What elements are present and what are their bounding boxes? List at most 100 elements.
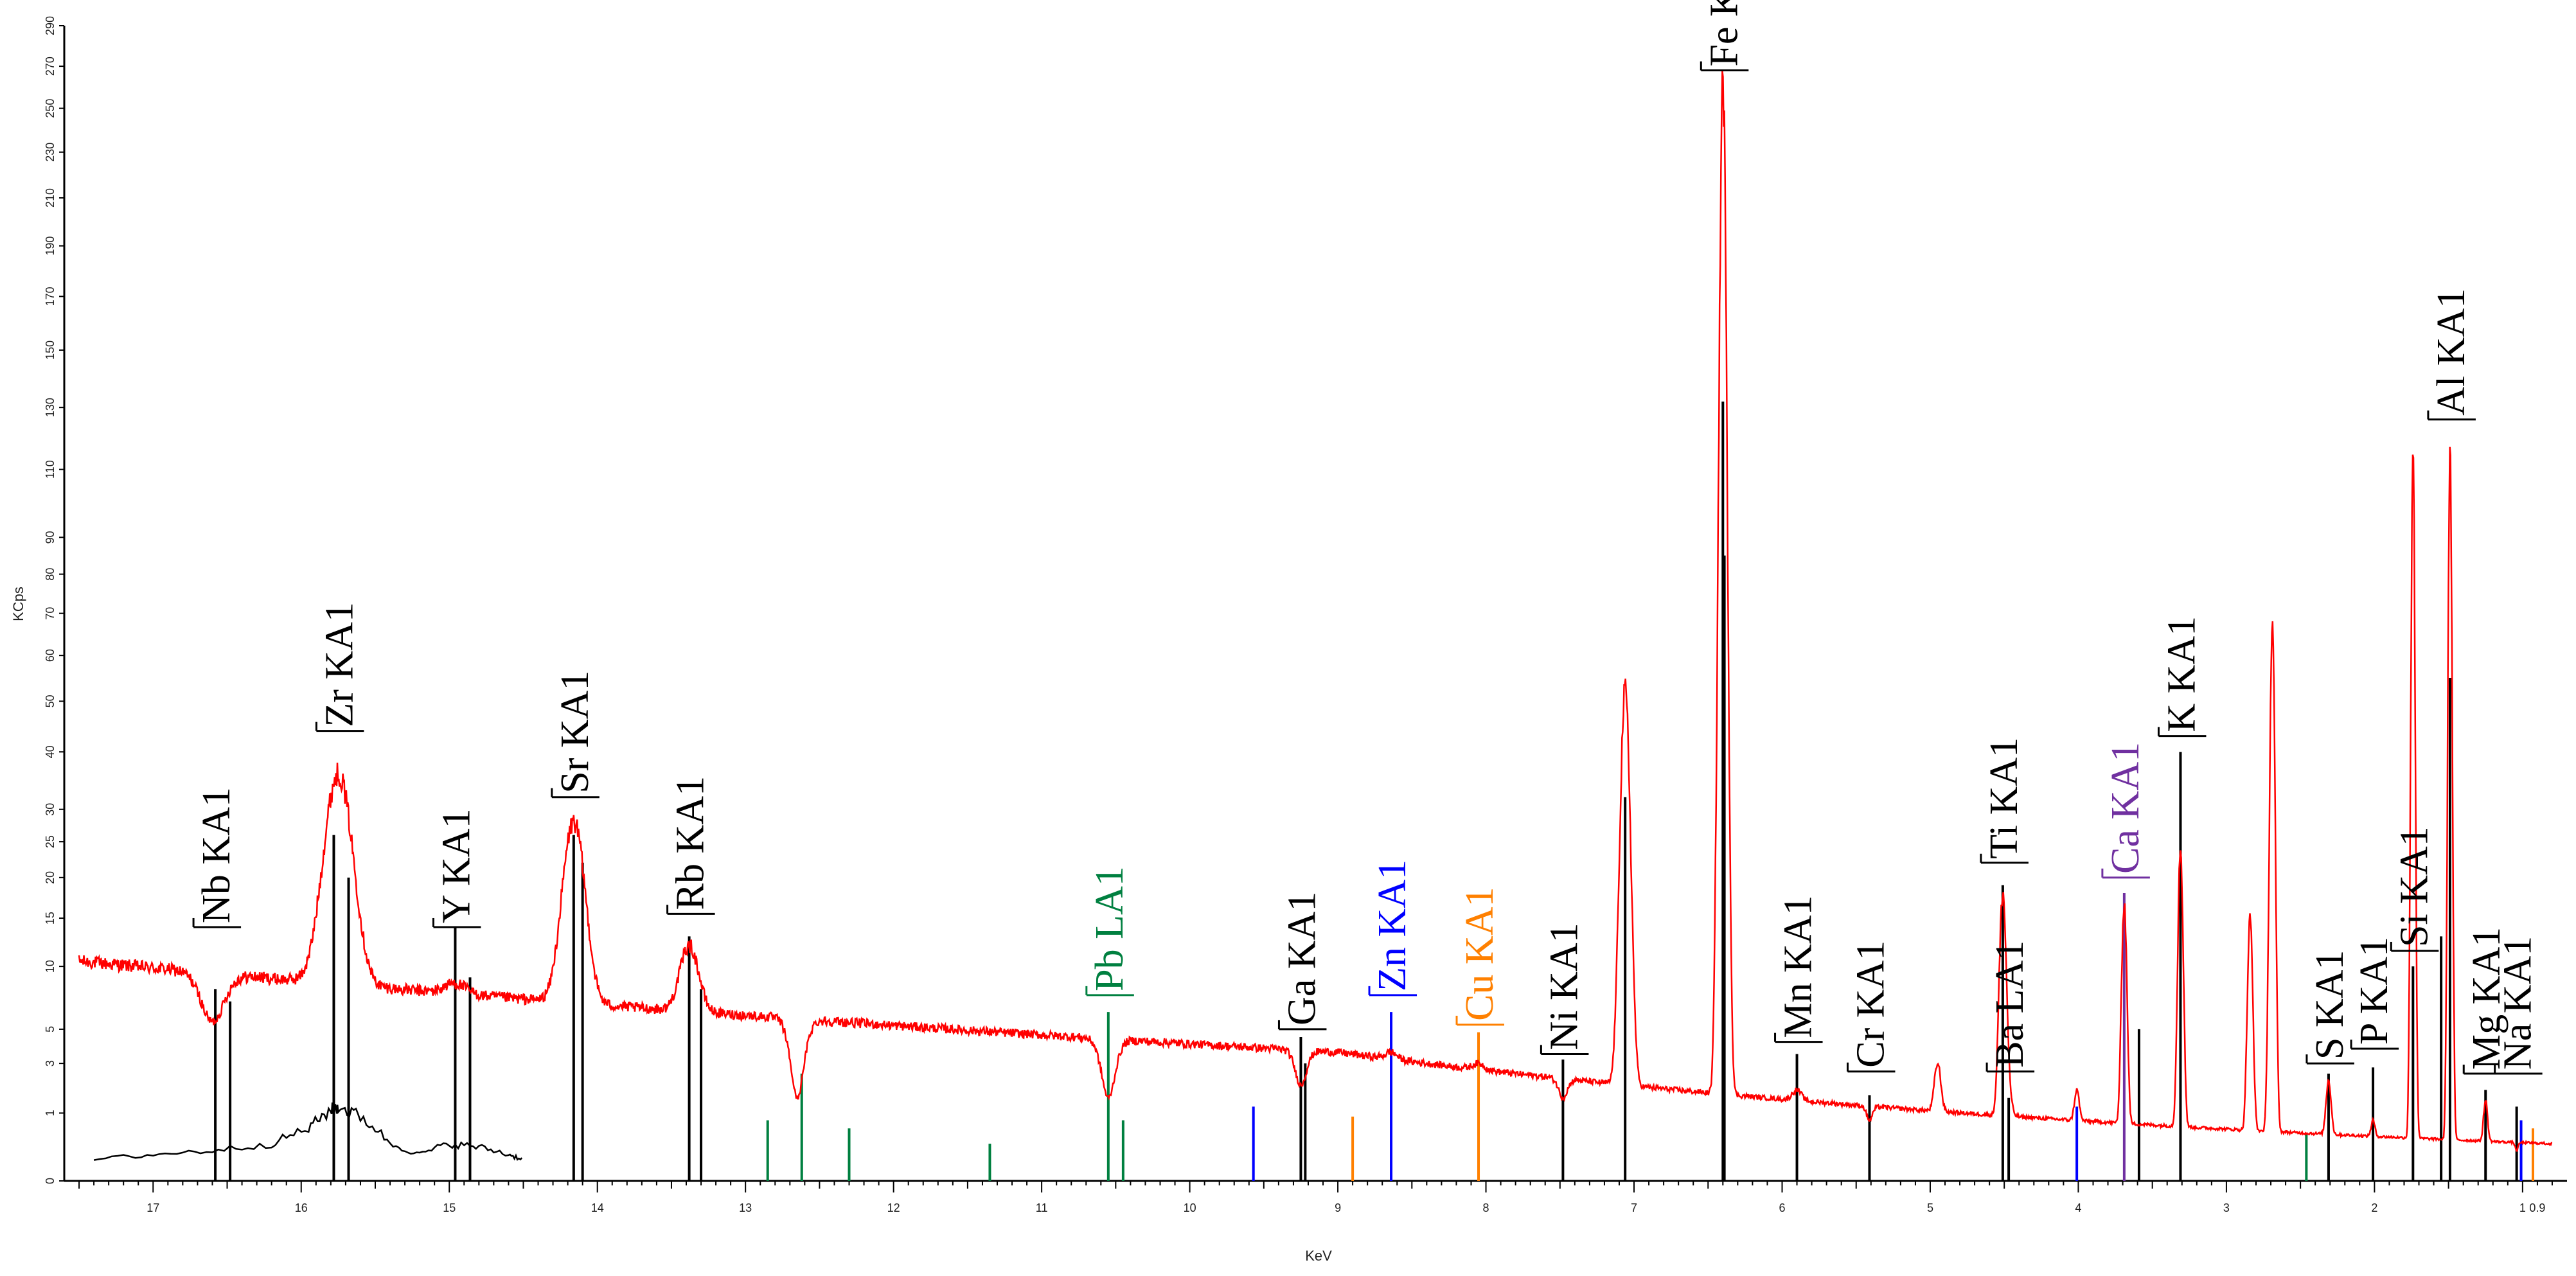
- peak-annotation: Cu KA1: [1455, 887, 1505, 1026]
- x-tick-label: 13: [739, 1201, 752, 1214]
- y-tick-label: 70: [44, 607, 57, 620]
- element-line-markers: [214, 401, 2534, 1181]
- peak-label: Rb KA1: [669, 776, 713, 910]
- y-tick-label: 30: [44, 803, 57, 816]
- y-tick-label: 0: [44, 1178, 57, 1184]
- y-axis: 0 1 3 5 10 15 20 25 30 40 50 60 70 80 90 110 130 150 170 19…: [44, 16, 66, 1184]
- peak-annotation: Sr KA1: [551, 671, 600, 799]
- peak-label: Cr KA1: [1849, 941, 1892, 1068]
- peak-annotation: Rb KA1: [666, 776, 715, 915]
- y-tick-label: 110: [44, 460, 57, 479]
- y-tick-label: 290: [44, 16, 57, 35]
- x-tick-label: 0.9: [2529, 1201, 2545, 1214]
- peak-annotation: Mg KA1: [2462, 927, 2512, 1075]
- y-tick-label: 25: [44, 835, 57, 848]
- secondary-trace-line: [93, 1102, 523, 1161]
- peak-label: K KA1: [2160, 616, 2203, 732]
- peak-annotation: Fe KA1: [1700, 0, 1749, 72]
- peak-annotation: Ba LA1: [1985, 941, 2035, 1073]
- x-tick-label: 2: [2371, 1201, 2377, 1214]
- y-tick-label: 90: [44, 531, 57, 544]
- peak-label: Cu KA1: [1458, 887, 1502, 1021]
- y-axis-title: KCps: [10, 587, 26, 621]
- peak-annotation: Zr KA1: [315, 602, 364, 732]
- peak-annotation: Zn KA1: [1368, 860, 1417, 997]
- x-tick-label: 7: [1631, 1201, 1637, 1214]
- peak-label: Zn KA1: [1371, 860, 1414, 991]
- x-tick-label: 6: [1779, 1201, 1785, 1214]
- peak-annotation: Ca KA1: [2101, 742, 2150, 879]
- peak-label: Mg KA1: [2465, 927, 2509, 1070]
- x-tick-label: 3: [2223, 1201, 2230, 1214]
- peak-label: Nb KA1: [195, 787, 238, 923]
- peak-label: Ni KA1: [1542, 923, 1586, 1050]
- y-tick-label: 270: [44, 57, 57, 76]
- peak-label: Ga KA1: [1280, 892, 1324, 1025]
- peak-label: Ba LA1: [1988, 941, 2032, 1068]
- peak-label: Ti KA1: [1982, 738, 2026, 859]
- peak-label: P KA1: [2352, 937, 2396, 1045]
- peak-label: Mn KA1: [1777, 895, 1820, 1038]
- x-axis: 17 16 15 14 13 12 11 10 9 8 7 6 5 4 3 2 1 0.9: [64, 1180, 2567, 1214]
- spectrum-traces: [78, 71, 2553, 1161]
- y-tick-label: 80: [44, 568, 57, 581]
- y-tick-label: 3: [44, 1060, 57, 1067]
- peak-annotation: Ni KA1: [1540, 923, 1589, 1055]
- x-tick-label: 1: [2519, 1201, 2526, 1214]
- x-axis-title: KeV: [1305, 1248, 1332, 1264]
- peak-label: Al KA1: [2429, 288, 2473, 416]
- peak-annotation: K KA1: [2157, 616, 2207, 738]
- y-tick-label: 20: [44, 871, 57, 884]
- peak-annotation: Pb LA1: [1085, 866, 1134, 997]
- peak-label: S KA1: [2308, 950, 2352, 1060]
- peak-annotation: Cr KA1: [1846, 941, 1896, 1073]
- y-tick-label: 130: [44, 398, 57, 417]
- peak-annotation: Si KA1: [2390, 826, 2439, 952]
- y-tick-label: 10: [44, 960, 57, 973]
- x-tick-label: 17: [147, 1201, 159, 1214]
- y-tick-label: 150: [44, 341, 57, 360]
- x-tick-label: 16: [295, 1201, 308, 1214]
- y-tick-label: 230: [44, 143, 57, 162]
- peak-label: Sr KA1: [553, 671, 597, 793]
- peak-annotation: Nb KA1: [192, 787, 242, 928]
- peak-label: Ca KA1: [2104, 742, 2147, 874]
- x-tick-label: 15: [443, 1201, 456, 1214]
- x-tick-label: 11: [1036, 1201, 1048, 1214]
- peak-label: Zr KA1: [317, 602, 361, 727]
- x-tick-label: 9: [1335, 1201, 1341, 1214]
- peak-annotation: Al KA1: [2427, 288, 2476, 421]
- peak-label: Na KA1: [2496, 936, 2540, 1070]
- peak-annotation: Ti KA1: [1980, 738, 2029, 864]
- y-tick-label: 60: [44, 649, 57, 662]
- x-tick-label: 8: [1483, 1201, 1489, 1214]
- x-tick-label: 12: [887, 1201, 900, 1214]
- peak-label: Y KA1: [434, 808, 478, 923]
- peak-label: Pb LA1: [1088, 866, 1132, 991]
- x-tick-label: 4: [2075, 1201, 2081, 1214]
- peak-annotation: Mn KA1: [1774, 895, 1823, 1043]
- x-tick-label: 14: [591, 1201, 604, 1214]
- peak-annotation: S KA1: [2305, 950, 2354, 1065]
- y-tick-label: 250: [44, 99, 57, 118]
- y-tick-label: 190: [44, 236, 57, 256]
- y-tick-label: 170: [44, 287, 57, 306]
- y-tick-label: 210: [44, 188, 57, 208]
- y-tick-label: 50: [44, 695, 57, 707]
- peak-annotation: Ga KA1: [1277, 892, 1327, 1031]
- measured-spectrum-line: [78, 71, 2553, 1152]
- x-tick-label: 10: [1184, 1201, 1196, 1214]
- y-tick-label: 5: [44, 1026, 57, 1032]
- peak-label: Fe KA1: [1702, 0, 1746, 67]
- y-tick-label: 15: [44, 912, 57, 925]
- peak-label: Si KA1: [2392, 826, 2436, 947]
- peak-annotation: P KA1: [2350, 937, 2399, 1050]
- peak-annotation: Y KA1: [432, 808, 481, 928]
- y-tick-label: 1: [44, 1110, 57, 1116]
- y-tick-label: 40: [44, 745, 57, 758]
- x-tick-label: 5: [1927, 1201, 1933, 1214]
- peak-annotations: Nb KA1 Zr KA1 Y KA1 Sr KA1 Rb KA1 Pb LA1 Ga KA…: [192, 0, 2543, 1075]
- peak-annotation: Na KA1: [2494, 936, 2543, 1075]
